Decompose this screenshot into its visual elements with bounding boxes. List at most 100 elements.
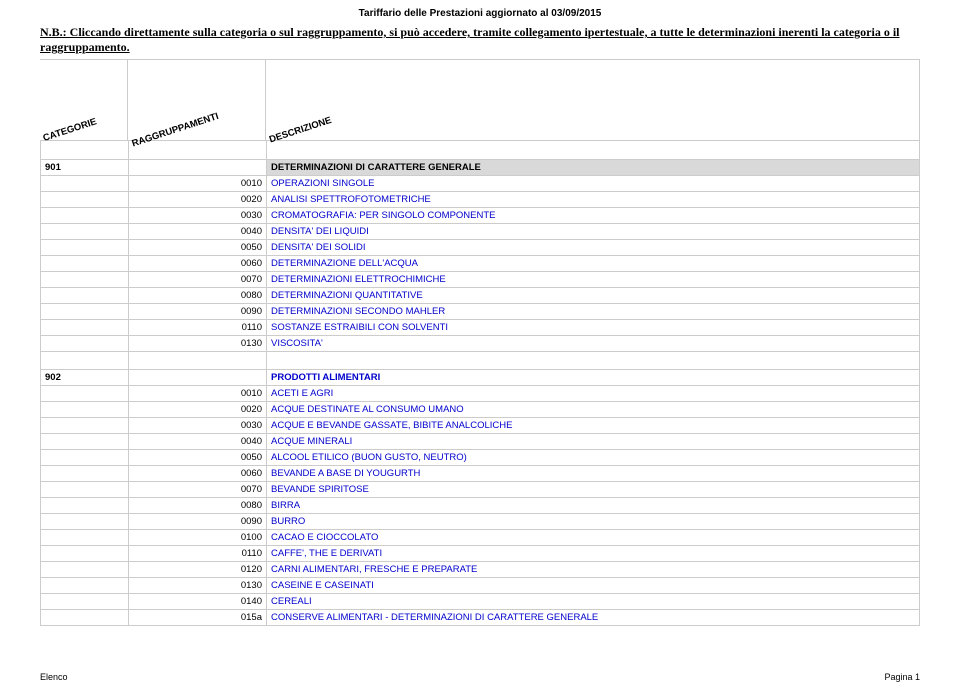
group-code[interactable]: 0030 — [129, 207, 267, 223]
table-row[interactable]: 0070BEVANDE SPIRITOSE — [41, 481, 920, 497]
table-row[interactable]: 0080BIRRA — [41, 497, 920, 513]
section-row[interactable]: 902 PRODOTTI ALIMENTARI — [41, 369, 920, 385]
group-code[interactable]: 0130 — [129, 577, 267, 593]
group-code[interactable]: 0080 — [129, 287, 267, 303]
table-row[interactable]: 0070DETERMINAZIONI ELETTROCHIMICHE — [41, 271, 920, 287]
table-row[interactable]: 0060BEVANDE A BASE DI YOUGURTH — [41, 465, 920, 481]
row-description[interactable]: CARNI ALIMENTARI, FRESCHE E PREPARATE — [267, 561, 920, 577]
table-row[interactable]: 0020ANALISI SPETTROFOTOMETRICHE — [41, 191, 920, 207]
row-description[interactable]: ALCOOL ETILICO (BUON GUSTO, NEUTRO) — [267, 449, 920, 465]
group-code[interactable]: 0040 — [129, 433, 267, 449]
group-code[interactable]: 0110 — [129, 545, 267, 561]
row-description[interactable]: DENSITA' DEI SOLIDI — [267, 239, 920, 255]
row-description[interactable]: DENSITA' DEI LIQUIDI — [267, 223, 920, 239]
group-code[interactable]: 0090 — [129, 513, 267, 529]
row-description[interactable]: CAFFE', THE E DERIVATI — [267, 545, 920, 561]
category-code — [41, 545, 129, 561]
section-row[interactable]: 901 DETERMINAZIONI DI CARATTERE GENERALE — [41, 159, 920, 175]
row-description[interactable]: CEREALI — [267, 593, 920, 609]
group-code[interactable]: 0080 — [129, 497, 267, 513]
category-code — [41, 577, 129, 593]
group-code[interactable]: 0010 — [129, 175, 267, 191]
doc-title: Tariffario delle Prestazioni aggiornato … — [40, 8, 920, 19]
row-description[interactable]: DETERMINAZIONI SECONDO MAHLER — [267, 303, 920, 319]
group-code[interactable]: 0050 — [129, 239, 267, 255]
row-description[interactable]: DETERMINAZIONE DELL'ACQUA — [267, 255, 920, 271]
row-description[interactable]: OPERAZIONI SINGOLE — [267, 175, 920, 191]
page-footer: Elenco Pagina 1 — [0, 672, 960, 682]
group-code[interactable]: 0040 — [129, 223, 267, 239]
table-row[interactable]: 0090DETERMINAZIONI SECONDO MAHLER — [41, 303, 920, 319]
row-description[interactable]: ACETI E AGRI — [267, 385, 920, 401]
row-description[interactable]: BEVANDE SPIRITOSE — [267, 481, 920, 497]
row-description[interactable]: CONSERVE ALIMENTARI - DETERMINAZIONI DI … — [267, 609, 920, 625]
table-row[interactable]: 0060DETERMINAZIONE DELL'ACQUA — [41, 255, 920, 271]
category-code — [41, 513, 129, 529]
row-description[interactable]: CROMATOGRAFIA: PER SINGOLO COMPONENTE — [267, 207, 920, 223]
group-code[interactable]: 0100 — [129, 529, 267, 545]
footer-right: Pagina 1 — [884, 672, 920, 682]
table-row[interactable]: 0020ACQUE DESTINATE AL CONSUMO UMANO — [41, 401, 920, 417]
group-code[interactable]: 0060 — [129, 255, 267, 271]
table-row[interactable]: 0030ACQUE E BEVANDE GASSATE, BIBITE ANAL… — [41, 417, 920, 433]
category-code — [41, 465, 129, 481]
group-code[interactable]: 0060 — [129, 465, 267, 481]
category-code[interactable]: 901 — [41, 159, 129, 175]
row-description[interactable]: BEVANDE A BASE DI YOUGURTH — [267, 465, 920, 481]
category-code — [41, 303, 129, 319]
group-code[interactable]: 0020 — [129, 191, 267, 207]
table-row[interactable]: 0110CAFFE', THE E DERIVATI — [41, 545, 920, 561]
table-row[interactable]: 0100CACAO E CIOCCOLATO — [41, 529, 920, 545]
group-code[interactable]: 0120 — [129, 561, 267, 577]
row-description[interactable]: ANALISI SPETTROFOTOMETRICHE — [267, 191, 920, 207]
row-description[interactable]: SOSTANZE ESTRAIBILI CON SOLVENTI — [267, 319, 920, 335]
table-row[interactable]: 0030CROMATOGRAFIA: PER SINGOLO COMPONENT… — [41, 207, 920, 223]
table-row[interactable]: 0140CEREALI — [41, 593, 920, 609]
section-title[interactable]: PRODOTTI ALIMENTARI — [267, 369, 920, 385]
group-code[interactable]: 0050 — [129, 449, 267, 465]
row-description[interactable]: VISCOSITA' — [267, 335, 920, 351]
row-description[interactable]: CASEINE E CASEINATI — [267, 577, 920, 593]
table-row[interactable]: 0080DETERMINAZIONI QUANTITATIVE — [41, 287, 920, 303]
table-row[interactable]: 0010ACETI E AGRI — [41, 385, 920, 401]
table-row[interactable]: 0050DENSITA' DEI SOLIDI — [41, 239, 920, 255]
section-title[interactable]: DETERMINAZIONI DI CARATTERE GENERALE — [267, 159, 920, 175]
table-row[interactable]: 0130VISCOSITA' — [41, 335, 920, 351]
group-code[interactable]: 0130 — [129, 335, 267, 351]
category-code — [41, 593, 129, 609]
group-code[interactable]: 0140 — [129, 593, 267, 609]
nb-block: N.B.: Cliccando direttamente sulla categ… — [40, 25, 920, 55]
table-row[interactable]: 0130CASEINE E CASEINATI — [41, 577, 920, 593]
row-description[interactable]: ACQUE E BEVANDE GASSATE, BIBITE ANALCOLI… — [267, 417, 920, 433]
table-row[interactable]: 0050ALCOOL ETILICO (BUON GUSTO, NEUTRO) — [41, 449, 920, 465]
table-row[interactable]: 0110SOSTANZE ESTRAIBILI CON SOLVENTI — [41, 319, 920, 335]
group-code[interactable]: 0090 — [129, 303, 267, 319]
category-code — [41, 481, 129, 497]
category-code — [41, 497, 129, 513]
group-code[interactable]: 0030 — [129, 417, 267, 433]
group-code[interactable]: 0110 — [129, 319, 267, 335]
group-code[interactable]: 0020 — [129, 401, 267, 417]
row-description[interactable]: BIRRA — [267, 497, 920, 513]
group-code[interactable]: 0070 — [129, 271, 267, 287]
category-code — [41, 433, 129, 449]
category-code[interactable]: 902 — [41, 369, 129, 385]
row-description[interactable]: ACQUE DESTINATE AL CONSUMO UMANO — [267, 401, 920, 417]
column-headers-row: CATEGORIE RAGGRUPPAMENTI DESCRIZIONE — [40, 59, 920, 141]
category-code — [41, 191, 129, 207]
category-code — [41, 385, 129, 401]
table-row[interactable]: 0010OPERAZIONI SINGOLE — [41, 175, 920, 191]
group-code[interactable]: 015a — [129, 609, 267, 625]
row-description[interactable]: DETERMINAZIONI ELETTROCHIMICHE — [267, 271, 920, 287]
table-row[interactable]: 0040DENSITA' DEI LIQUIDI — [41, 223, 920, 239]
row-description[interactable]: ACQUE MINERALI — [267, 433, 920, 449]
table-row[interactable]: 015aCONSERVE ALIMENTARI - DETERMINAZIONI… — [41, 609, 920, 625]
table-row[interactable]: 0040ACQUE MINERALI — [41, 433, 920, 449]
row-description[interactable]: CACAO E CIOCCOLATO — [267, 529, 920, 545]
table-row[interactable]: 0120CARNI ALIMENTARI, FRESCHE E PREPARAT… — [41, 561, 920, 577]
group-code[interactable]: 0070 — [129, 481, 267, 497]
table-row[interactable]: 0090BURRO — [41, 513, 920, 529]
group-code[interactable]: 0010 — [129, 385, 267, 401]
row-description[interactable]: DETERMINAZIONI QUANTITATIVE — [267, 287, 920, 303]
row-description[interactable]: BURRO — [267, 513, 920, 529]
